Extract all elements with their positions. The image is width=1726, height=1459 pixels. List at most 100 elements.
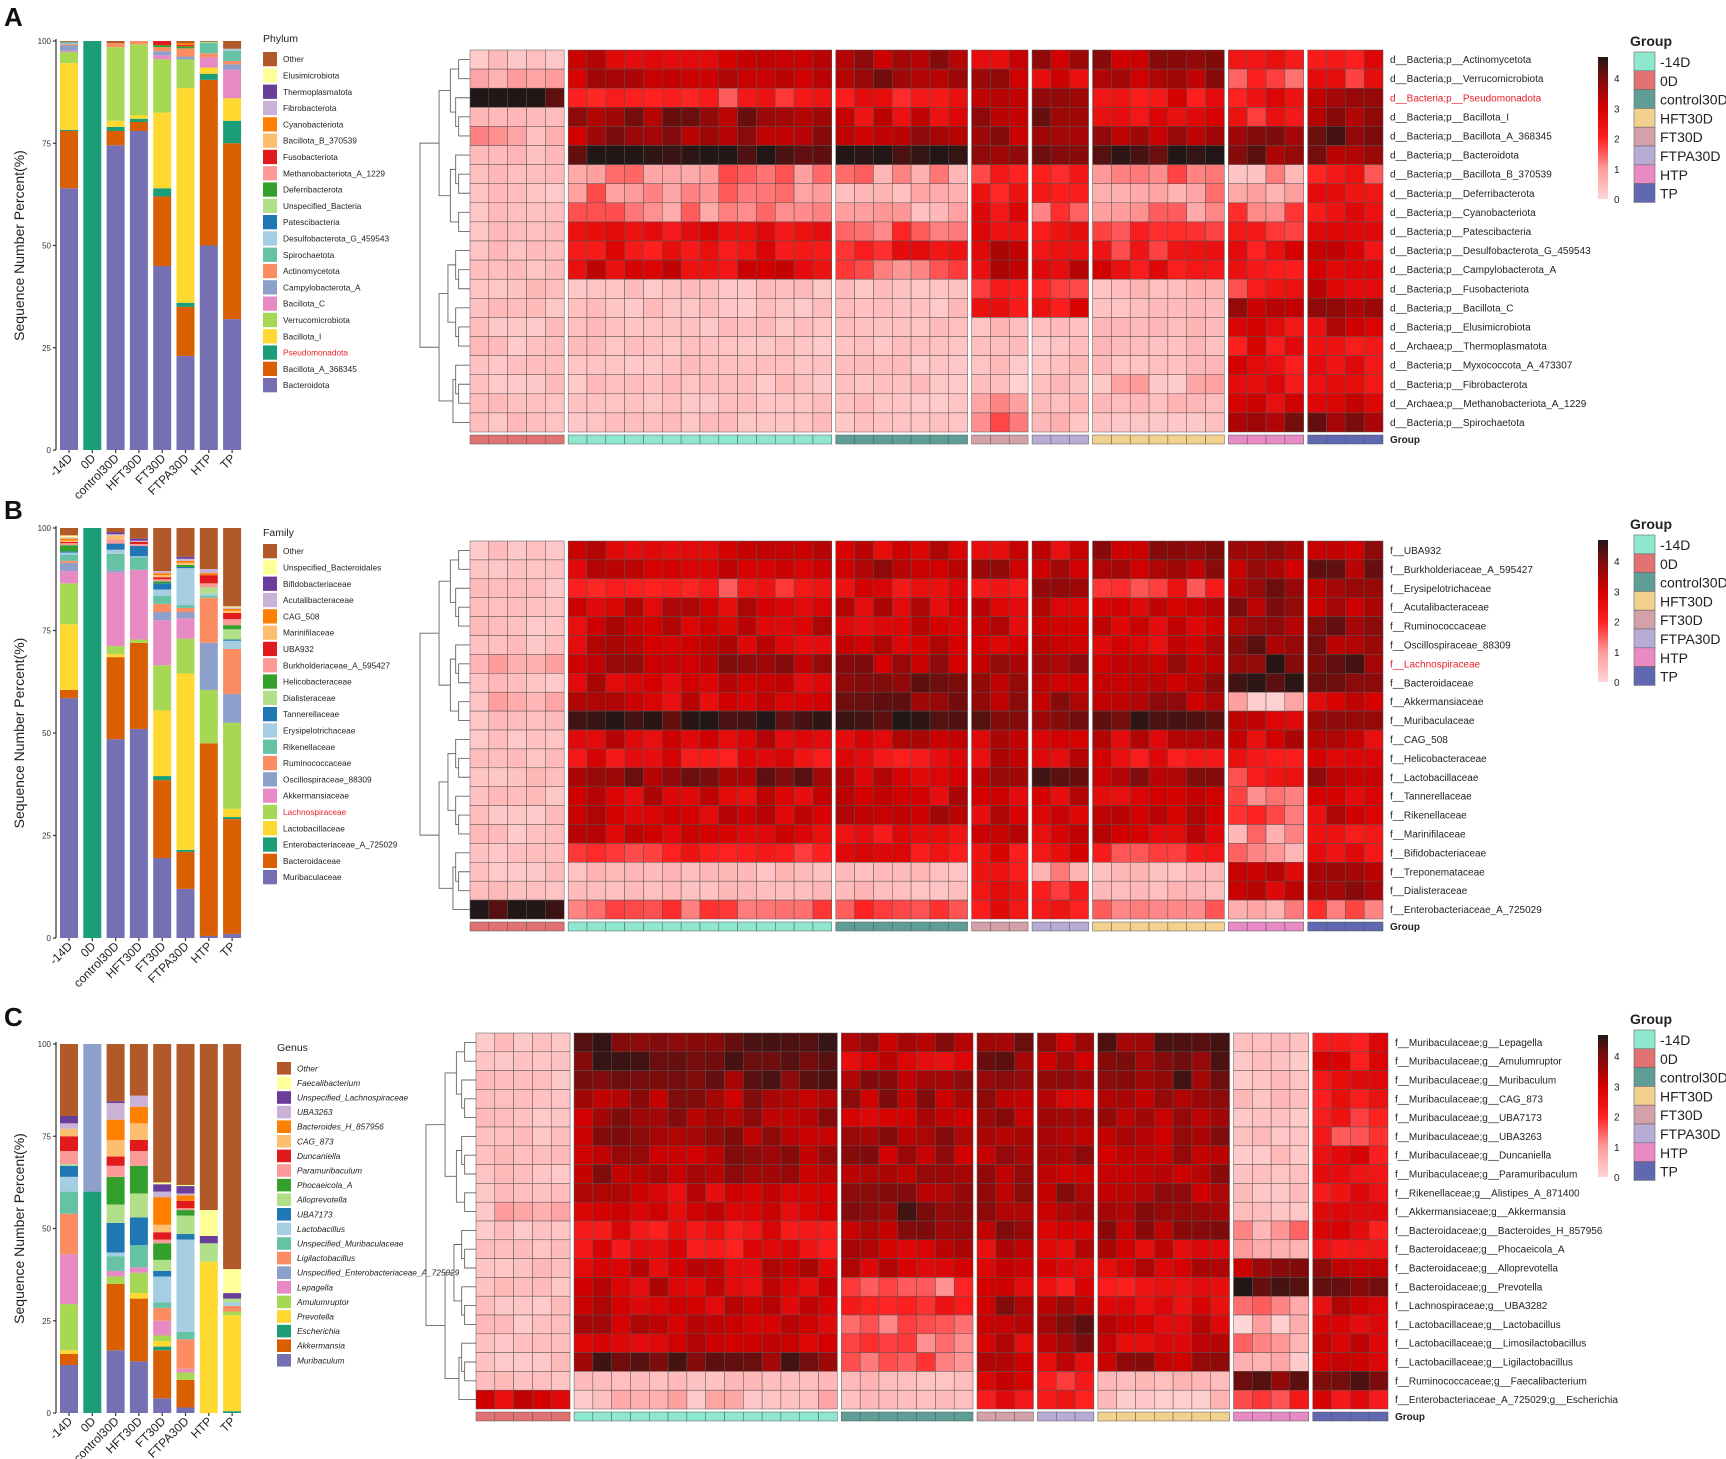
heatmap-cell (1368, 1295, 1389, 1316)
heatmap-cell (513, 1371, 533, 1391)
heatmap-cell (1205, 654, 1225, 674)
heatmap-cell (990, 278, 1010, 299)
heatmap-cell (892, 221, 912, 242)
heatmap-cell (761, 1371, 782, 1391)
heatmap-cell (545, 412, 565, 433)
heatmap-cell (873, 374, 893, 395)
heatmap-cell (1050, 729, 1070, 750)
heatmap-cell (916, 1239, 936, 1259)
heatmap-cell (1069, 355, 1089, 375)
heatmap-cell (1205, 336, 1225, 356)
heatmap-cell (469, 635, 490, 655)
heatmap-cell (1069, 49, 1089, 70)
dendrogram-branch (464, 1192, 476, 1213)
heatmap-cell (1167, 412, 1187, 433)
y-tick-label: 75 (42, 1132, 51, 1141)
heatmap-cell (611, 1201, 631, 1222)
heatmap-cell (1074, 1201, 1095, 1222)
group-cell-HFT30D (1135, 1411, 1155, 1422)
heatmap-cell (1056, 1032, 1076, 1053)
heatmap-cell (1284, 240, 1304, 261)
heatmap-cell (667, 1183, 688, 1203)
heatmap-cell (775, 145, 795, 165)
heatmap-cell (680, 87, 701, 108)
heatmap-cell (1326, 298, 1346, 318)
group-legend-swatch (1633, 1123, 1656, 1144)
heatmap-cell (756, 540, 776, 561)
heatmap-cell (1205, 862, 1225, 882)
heatmap-cell (1129, 843, 1150, 863)
heatmap-cell (878, 1126, 899, 1147)
heatmap-cell (756, 317, 776, 337)
heatmap-cell (469, 298, 490, 318)
heatmap-cell (1008, 221, 1029, 242)
heatmap-cell (818, 1183, 838, 1203)
bar-segment-Acutalibacteraceae (153, 571, 172, 574)
heatmap-cell (897, 1051, 917, 1071)
heatmap-cell (841, 1258, 861, 1278)
heatmap-cell (873, 559, 893, 580)
heatmap-cell (1037, 1258, 1057, 1278)
heatmap-cell (592, 1107, 612, 1128)
heatmap-cell (1111, 862, 1131, 882)
heatmap-cell (854, 862, 874, 882)
heatmap-cell (948, 635, 968, 655)
heatmap-row-label: f__Lactobacillaceae;g__Limosilactobacill… (1395, 1339, 1586, 1350)
heatmap-cell (705, 1314, 725, 1335)
heatmap-cell (545, 654, 565, 674)
heatmap-cell (1148, 240, 1169, 261)
heatmap-cell (935, 1389, 955, 1410)
legend-swatch (277, 1266, 291, 1279)
heatmap-cell (507, 616, 527, 636)
legend-swatch (263, 821, 277, 836)
heatmap-cell (643, 673, 663, 693)
heatmap-cell (793, 164, 814, 184)
heatmap-cell (1050, 183, 1070, 204)
bar-segment-Erysipelotrichaceae (153, 589, 172, 596)
heatmap-cell (699, 635, 720, 655)
heatmap-cell (1368, 1333, 1389, 1353)
heatmap-cell (1069, 317, 1089, 337)
heatmap-cell (624, 654, 644, 674)
heatmap-cell (948, 183, 968, 204)
heatmap-cell (1363, 767, 1384, 787)
heatmap-cell (990, 748, 1010, 769)
heatmap-cell (1345, 899, 1365, 920)
heatmap-cell (971, 843, 991, 863)
heatmap-cell (1074, 1107, 1095, 1128)
bar-segment-Bacillota_I (176, 88, 195, 303)
heatmap-cell (605, 578, 625, 598)
heatmap-cell (737, 748, 757, 769)
heatmap-cell (469, 374, 490, 395)
heatmap-cell (1233, 1314, 1253, 1335)
heatmap-cell (835, 49, 855, 70)
heatmap-cell (953, 1333, 974, 1353)
heatmap-row (475, 1051, 1389, 1071)
heatmap-cell (761, 1107, 782, 1128)
heatmap-cell (873, 880, 893, 901)
heatmap-cell (1345, 126, 1365, 146)
group-legend-label: HTP (1660, 167, 1688, 183)
heatmap-cell (1037, 1277, 1057, 1297)
heatmap-cell (897, 1352, 917, 1372)
bar-segment-Ligilactobacillus (153, 1307, 172, 1321)
heatmap-cell (1210, 1183, 1230, 1203)
heatmap-cell (624, 164, 644, 184)
heatmap-cell (1233, 1201, 1253, 1222)
heatmap-cell (705, 1145, 725, 1165)
bar-segment-Tannerellaceae (106, 543, 125, 550)
heatmap-cell (935, 1183, 955, 1203)
bar-segment-Pseudomonadota (106, 126, 125, 131)
bar-segment-Pseudomonadota (129, 118, 148, 122)
heatmap-cell (1284, 748, 1304, 769)
heatmap-cell (916, 1389, 936, 1410)
heatmap-cell (971, 635, 991, 655)
heatmap-cell (910, 183, 931, 204)
heatmap-cell (611, 1070, 631, 1090)
heatmap-cell (718, 654, 738, 674)
heatmap-cell (1129, 164, 1150, 184)
heatmap-cell (686, 1295, 706, 1316)
heatmap-cell (1331, 1239, 1351, 1259)
legend-swatch (263, 592, 277, 608)
heatmap-cell (586, 278, 607, 299)
